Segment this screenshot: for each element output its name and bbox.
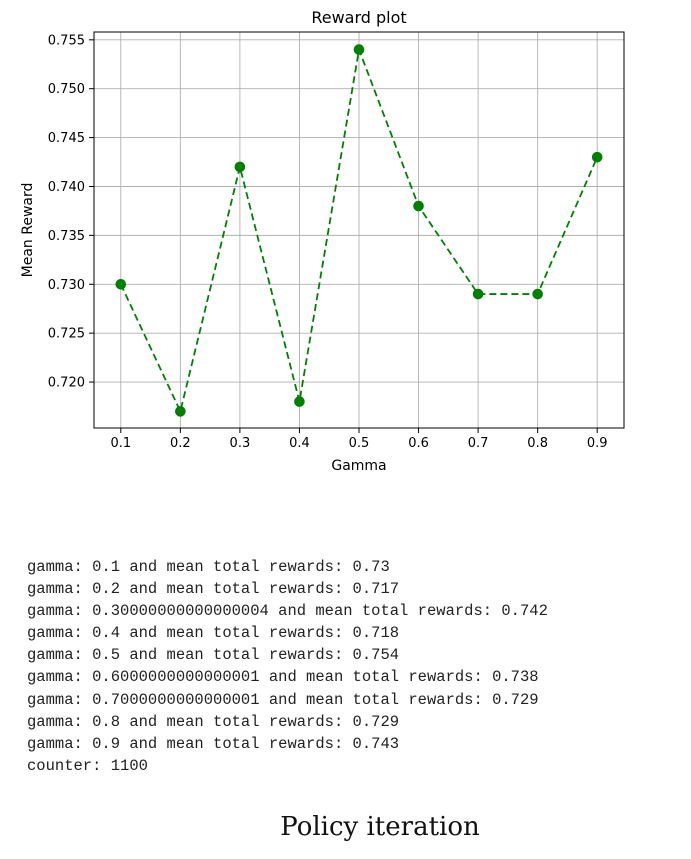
y-tick-label: 0.720	[48, 376, 85, 391]
x-tick-label: 0.7	[468, 436, 489, 451]
y-axis-label: Mean Reward	[20, 183, 36, 278]
y-tick-label: 0.750	[48, 82, 85, 97]
reward-plot-chart: 0.1 0.2 0.3 0.4 0.5 0.6 0.7 0.8 0.9 0.720 0.725 0.7…	[20, 8, 625, 474]
console-output: gamma: 0.1 and mean total rewards: 0.73 g…	[27, 556, 548, 777]
figure-caption: Policy iteration	[280, 812, 480, 842]
y-tick-label: 0.735	[48, 229, 85, 244]
chart-title: Reward plot	[311, 8, 406, 27]
data-series	[115, 44, 603, 417]
output-line: gamma: 0.4 and mean total rewards: 0.718	[27, 624, 400, 643]
y-tick-label: 0.745	[48, 131, 85, 146]
data-point	[532, 288, 543, 300]
data-point	[234, 161, 246, 173]
axes: 0.1 0.2 0.3 0.4 0.5 0.6 0.7 0.8 0.9 0.720 0.725 0.7…	[48, 33, 608, 451]
output-line: gamma: 0.8 and mean total rewards: 0.729	[27, 712, 400, 731]
x-tick-label: 0.3	[230, 436, 251, 451]
grid-lines	[94, 32, 624, 428]
x-tick-label: 0.2	[170, 436, 191, 451]
y-tick-label: 0.740	[48, 180, 85, 195]
output-line: counter: 1100	[27, 756, 148, 775]
output-line: gamma: 0.1 and mean total rewards: 0.73	[27, 558, 390, 576]
y-tick-label: 0.730	[48, 278, 85, 293]
x-tick-label: 0.1	[110, 436, 131, 451]
x-tick-label: 0.4	[289, 436, 310, 451]
x-tick-label: 0.6	[408, 436, 429, 451]
data-point	[591, 151, 603, 163]
output-line: gamma: 0.6000000000000001 and mean total…	[27, 668, 539, 687]
output-line: gamma: 0.7000000000000001 and mean total…	[27, 690, 539, 709]
x-tick-label: 0.5	[349, 436, 370, 451]
plot-frame	[93, 31, 625, 429]
output-line: gamma: 0.9 and mean total rewards: 0.743	[27, 734, 400, 753]
x-tick-label: 0.8	[527, 436, 548, 451]
data-point	[294, 396, 305, 407]
y-tick-label: 0.725	[48, 327, 85, 342]
y-tick-label: 0.755	[48, 33, 85, 48]
data-point	[115, 278, 127, 290]
output-line: gamma: 0.2 and mean total rewards: 0.717	[27, 580, 400, 599]
data-point	[413, 200, 424, 212]
data-point	[353, 44, 365, 55]
data-point	[175, 406, 186, 417]
data-point	[472, 288, 484, 300]
x-tick-label: 0.9	[587, 436, 608, 451]
output-line: gamma: 0.5 and mean total rewards: 0.754	[27, 646, 400, 665]
x-axis-label: Gamma	[331, 458, 386, 474]
output-line: gamma: 0.30000000000000004 and mean tota…	[27, 602, 548, 621]
